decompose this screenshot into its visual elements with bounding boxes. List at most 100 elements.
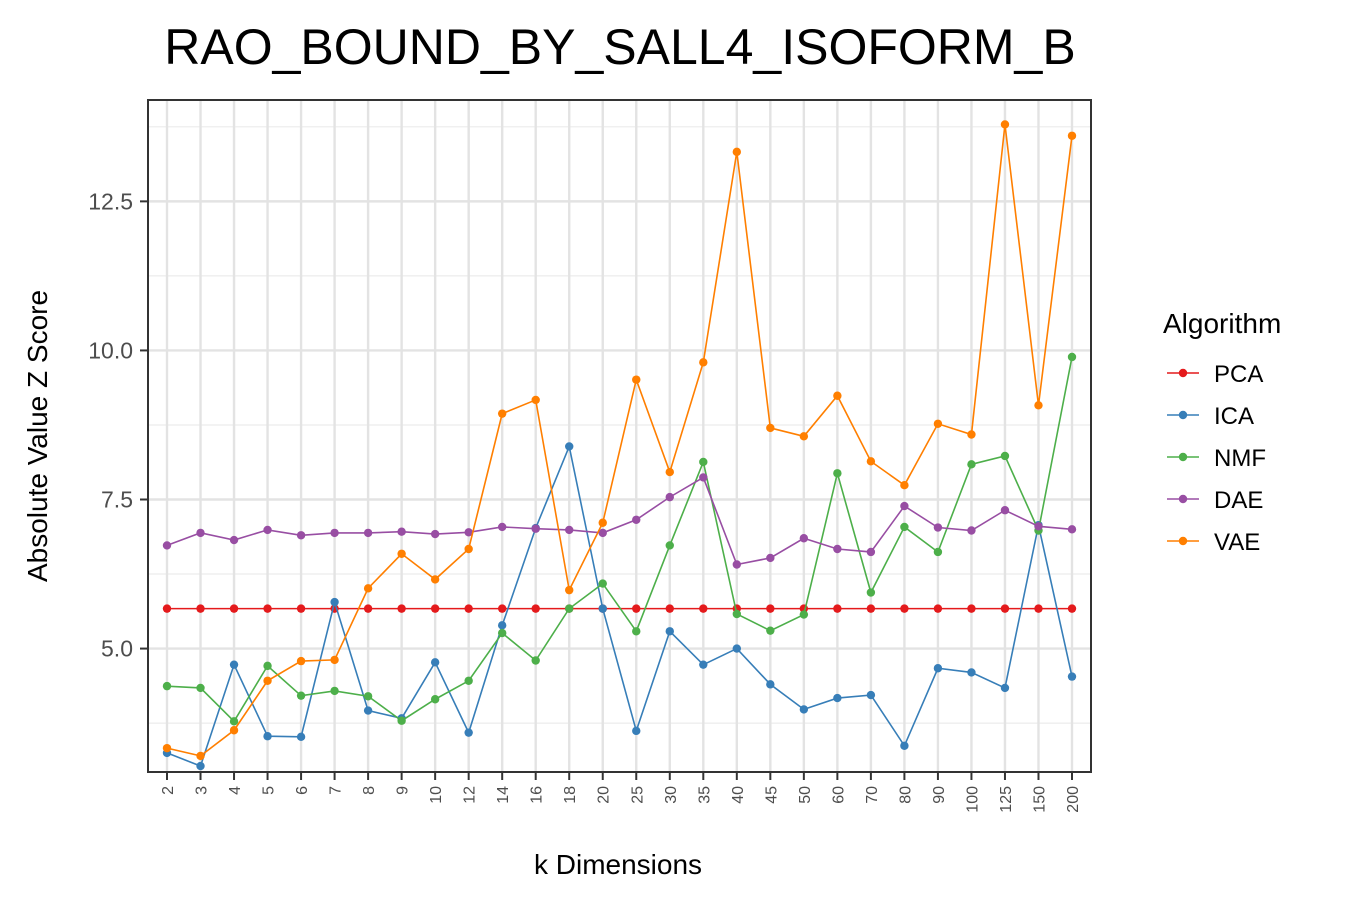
data-point-vae [531,395,540,405]
legend-item-nmf: NMF [1167,445,1266,472]
x-tick-label: 200 [1065,786,1082,813]
data-point-vae [1034,401,1043,410]
data-point-nmf [229,717,239,726]
x-axis-title: k Dimensions [534,849,702,880]
y-tick-label: 5.0 [101,636,133,662]
x-tick-label: 90 [931,786,948,804]
data-point-dae [162,541,172,550]
data-point-pca [430,604,440,613]
plot-border [147,99,1092,773]
legend-key-point [1178,410,1188,420]
data-point-ica [866,690,876,700]
data-point-nmf [900,522,909,532]
data-point-pca [196,604,205,613]
legend-label: DAE [1214,487,1263,514]
legend-label: ICA [1214,403,1254,430]
x-tick-label: 100 [964,786,981,813]
x-tick-label: 4 [227,786,244,795]
series-vae [162,120,1077,761]
data-point-nmf [598,579,607,588]
x-tick-label: 7 [328,786,345,795]
data-point-pca [296,604,306,613]
legend-label: NMF [1214,445,1266,472]
legend: Algorithm PCA ICA NMF DAE VAE [1163,308,1281,556]
data-point-dae [464,528,473,537]
data-point-pca [263,604,272,613]
data-point-vae [766,423,775,433]
legend-key-point [1178,368,1188,378]
data-point-ica [967,668,976,677]
x-tick-label: 80 [897,786,914,804]
data-point-dae [296,531,306,540]
data-point-pca [363,604,373,613]
y-axis-title: Absolute Value Z Score [22,290,53,582]
series-line-nmf [166,356,1073,723]
data-point-vae [866,457,876,466]
data-point-vae [632,375,641,384]
data-point-dae [430,529,440,539]
data-point-nmf [330,686,339,696]
x-tick-label: 50 [797,786,814,804]
data-point-vae [833,391,842,400]
data-point-pca [866,604,876,613]
data-point-pca [967,604,976,613]
data-point-nmf [632,627,641,636]
data-point-nmf [967,460,976,469]
data-point-pca [699,604,708,613]
data-point-vae [464,544,473,554]
data-point-nmf [531,656,540,665]
x-tick-label: 3 [194,786,211,795]
data-point-ica [229,660,239,669]
data-point-dae [229,535,239,545]
x-tick-label: 45 [763,786,780,804]
x-tick-label: 16 [529,786,546,804]
y-tick-label: 7.5 [101,487,133,513]
data-point-vae [799,432,809,441]
data-point-pca [833,604,842,613]
x-tick-label: 70 [864,786,881,804]
chart-title: RAO_BOUND_BY_SALL4_ISOFORM_B [164,19,1075,75]
legend-item-pca: PCA [1167,361,1263,388]
legend-key-point [1178,536,1188,546]
legend-item-dae: DAE [1167,487,1263,514]
data-point-vae [397,549,406,558]
data-point-ica [296,732,306,742]
legend-label: VAE [1214,529,1260,556]
data-point-dae [1067,525,1077,534]
data-point-dae [598,528,607,538]
data-point-nmf [196,683,205,693]
data-point-nmf [732,609,742,619]
data-point-dae [632,515,641,524]
data-point-vae [162,743,172,753]
x-tick-label: 40 [730,786,747,804]
data-point-vae [497,409,507,418]
data-point-pca [900,604,909,613]
data-point-nmf [363,692,373,701]
data-point-nmf [699,457,708,467]
data-point-nmf [464,676,473,685]
data-point-pca [1034,604,1043,613]
data-point-pca [665,604,674,613]
x-tick-label: 10 [428,786,445,804]
data-point-dae [866,547,876,557]
x-tick-label: 35 [696,786,713,804]
data-point-vae [967,430,976,439]
data-point-ica [632,726,641,736]
x-tick-label: 6 [294,786,311,795]
legend-key-point [1178,494,1188,504]
data-point-ica [598,604,607,613]
data-point-dae [967,526,976,535]
x-tick-label: 60 [830,786,847,804]
x-tick-label: 14 [495,786,512,804]
data-point-pca [1067,604,1077,613]
plot-area [148,100,1091,772]
data-point-dae [397,527,406,536]
data-point-nmf [766,626,775,635]
data-point-pca [162,604,172,613]
data-point-dae [363,528,373,538]
data-point-dae [196,528,205,538]
data-point-vae [665,467,674,477]
data-point-nmf [1000,451,1010,461]
data-point-nmf [866,588,876,597]
